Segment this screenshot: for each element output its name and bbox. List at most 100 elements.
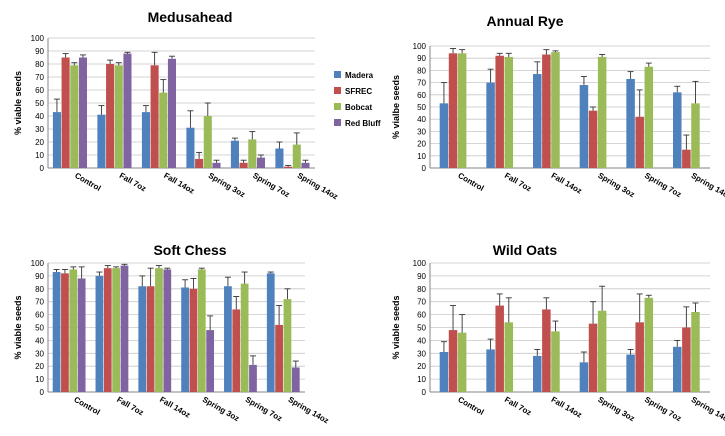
y-tick-label: 90 bbox=[35, 47, 44, 56]
y-tick-label: 20 bbox=[35, 138, 44, 147]
bar bbox=[635, 322, 644, 392]
bar bbox=[69, 269, 78, 392]
bar bbox=[504, 56, 514, 169]
bar bbox=[155, 268, 163, 392]
y-tick-label: 0 bbox=[422, 388, 427, 397]
y-axis-label: % vialbe seeds bbox=[391, 75, 401, 139]
bar bbox=[61, 57, 70, 168]
bar bbox=[114, 65, 123, 168]
bar bbox=[146, 286, 155, 392]
bar bbox=[626, 78, 635, 168]
x-tick-label: Fall 7oz bbox=[503, 171, 533, 193]
bar bbox=[542, 54, 551, 168]
bar bbox=[232, 309, 241, 392]
y-tick-label: 0 bbox=[40, 164, 45, 173]
y-axis-label: % viable seeds bbox=[13, 71, 23, 135]
bar bbox=[266, 273, 275, 392]
x-tick-label: Spring 7oz bbox=[643, 395, 683, 423]
y-tick-label: 30 bbox=[35, 125, 44, 134]
legend-label: SFREC bbox=[345, 87, 372, 96]
bar bbox=[70, 65, 79, 168]
x-tick-label: Control bbox=[456, 171, 485, 193]
y-tick-label: 40 bbox=[35, 112, 44, 121]
x-tick-label: Spring 3oz bbox=[207, 171, 247, 199]
x-tick-label: Spring 14oz bbox=[690, 395, 725, 425]
y-tick-label: 80 bbox=[35, 60, 44, 69]
bar bbox=[644, 297, 654, 392]
legend-swatch bbox=[334, 71, 341, 78]
bar bbox=[635, 116, 644, 168]
chart-title: Wild Oats bbox=[493, 242, 558, 258]
bar bbox=[533, 74, 542, 168]
x-tick-label: Fall 7oz bbox=[118, 171, 148, 193]
bar bbox=[120, 265, 129, 392]
bar bbox=[230, 140, 239, 168]
y-tick-label: 40 bbox=[417, 115, 426, 124]
bar bbox=[691, 312, 700, 392]
bar bbox=[224, 286, 232, 392]
y-tick-label: 50 bbox=[35, 324, 44, 333]
y-tick-label: 70 bbox=[35, 298, 44, 307]
bar bbox=[103, 268, 112, 392]
bar bbox=[486, 349, 495, 392]
x-tick-label: Fall 14oz bbox=[550, 171, 584, 196]
bar bbox=[626, 354, 635, 392]
bar bbox=[291, 367, 300, 392]
bar bbox=[448, 330, 458, 392]
y-tick-label: 40 bbox=[35, 336, 44, 345]
legend-swatch bbox=[334, 87, 341, 94]
bar bbox=[682, 327, 691, 392]
bar bbox=[95, 275, 104, 392]
x-tick-label: Fall 14oz bbox=[550, 395, 584, 420]
bar bbox=[61, 273, 69, 392]
bar bbox=[197, 269, 206, 392]
bar bbox=[579, 362, 589, 392]
x-tick-label: Control bbox=[73, 171, 102, 193]
x-tick-label: Spring 7oz bbox=[251, 171, 291, 199]
chart-1: Annual Rye 0 10 20 30 40 50 60 70 80 90 100 % vialbe… bbox=[391, 13, 725, 201]
bar bbox=[123, 53, 132, 168]
y-tick-label: 80 bbox=[417, 285, 426, 294]
y-tick-label: 30 bbox=[417, 349, 426, 358]
y-axis-label: % viable seeds bbox=[13, 295, 23, 359]
y-tick-label: 10 bbox=[417, 375, 426, 384]
y-tick-label: 40 bbox=[417, 336, 426, 345]
bar bbox=[112, 268, 121, 392]
bar bbox=[579, 85, 589, 168]
y-tick-label: 50 bbox=[417, 103, 426, 112]
y-tick-label: 10 bbox=[35, 375, 44, 384]
bar bbox=[203, 116, 212, 168]
bar bbox=[163, 269, 172, 392]
legend-swatch bbox=[334, 103, 341, 110]
y-tick-label: 80 bbox=[417, 66, 426, 75]
bar bbox=[597, 56, 607, 169]
y-tick-label: 0 bbox=[40, 388, 45, 397]
bar bbox=[457, 53, 467, 168]
bar bbox=[77, 278, 86, 392]
bar bbox=[189, 288, 198, 392]
bar bbox=[588, 323, 598, 392]
y-tick-label: 90 bbox=[417, 54, 426, 63]
y-axis-label: % viable seeds bbox=[391, 295, 401, 359]
bar bbox=[439, 352, 449, 392]
legend-label: Bobcat bbox=[345, 103, 372, 112]
bar bbox=[691, 103, 700, 168]
y-tick-label: 60 bbox=[35, 311, 44, 320]
y-tick-label: 70 bbox=[417, 298, 426, 307]
x-tick-label: Fall 7oz bbox=[503, 395, 533, 417]
x-tick-label: Spring 14oz bbox=[296, 171, 340, 201]
bar bbox=[597, 310, 607, 392]
y-tick-label: 80 bbox=[35, 285, 44, 294]
bar bbox=[542, 309, 551, 392]
x-tick-label: Spring 7oz bbox=[643, 171, 683, 199]
bar bbox=[249, 364, 257, 392]
x-tick-label: Spring 3oz bbox=[201, 395, 241, 423]
x-tick-label: Fall 14oz bbox=[162, 171, 196, 196]
y-tick-label: 20 bbox=[35, 362, 44, 371]
bar bbox=[78, 57, 88, 168]
chart-title: Annual Rye bbox=[486, 13, 563, 29]
bar bbox=[457, 332, 467, 392]
bar bbox=[551, 331, 560, 392]
bar bbox=[52, 112, 61, 168]
